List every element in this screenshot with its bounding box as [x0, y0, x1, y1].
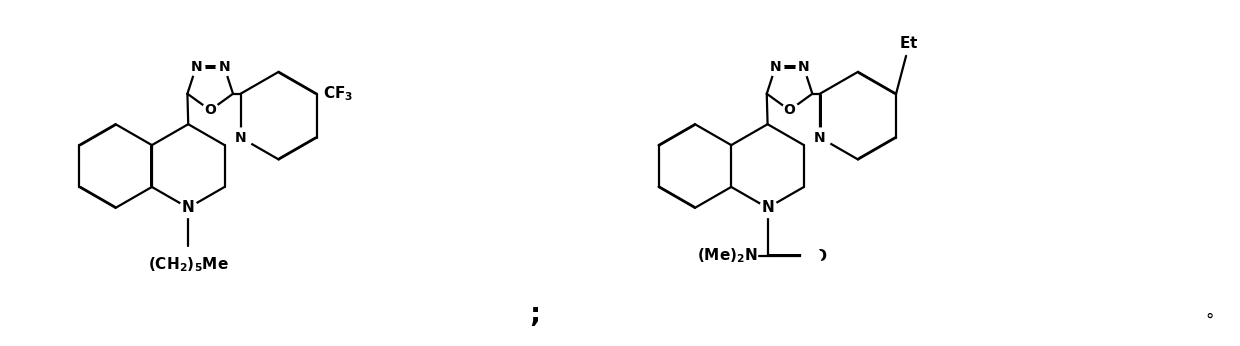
Text: N: N — [770, 60, 781, 74]
Text: N: N — [182, 200, 195, 215]
Text: N: N — [797, 60, 810, 74]
Text: N: N — [190, 60, 202, 74]
Text: O: O — [205, 103, 216, 117]
Text: °: ° — [1205, 311, 1214, 329]
Text: O: O — [784, 103, 796, 117]
Text: $\mathbf{(Me)_2N}$: $\mathbf{(Me)_2N}$ — [697, 246, 758, 265]
Text: $\mathbf{(CH_2)_5Me}$: $\mathbf{(CH_2)_5Me}$ — [148, 256, 228, 274]
Text: $\mathbf{CF_3}$: $\mathbf{CF_3}$ — [322, 84, 353, 103]
Text: N: N — [761, 200, 774, 215]
Text: ;: ; — [529, 301, 541, 329]
Text: N: N — [815, 130, 826, 145]
Text: $\mathbf{O}$: $\mathbf{O}$ — [812, 248, 827, 264]
Text: $\mathbf{Et}$: $\mathbf{Et}$ — [899, 35, 919, 51]
Text: N: N — [234, 130, 247, 145]
Text: N: N — [218, 60, 231, 74]
